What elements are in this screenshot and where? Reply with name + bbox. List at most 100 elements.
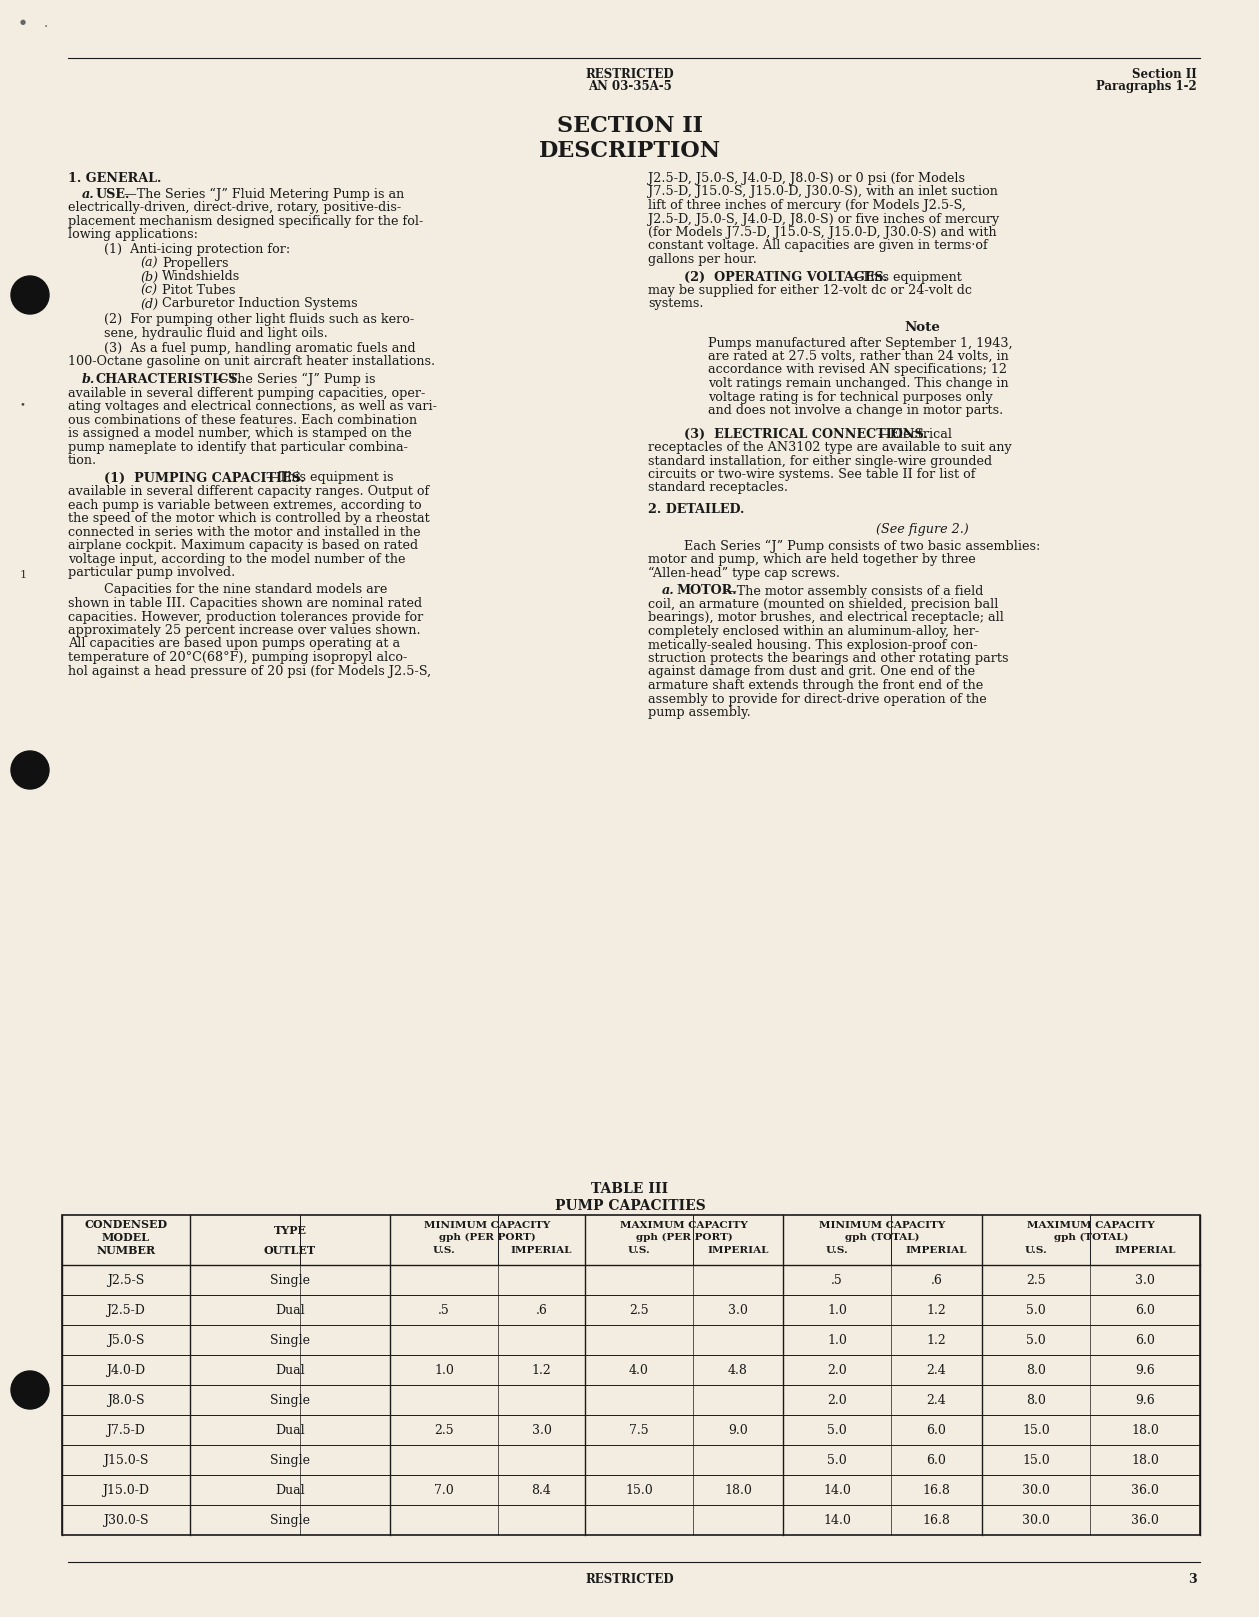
Text: MAXIMUM CAPACITY: MAXIMUM CAPACITY bbox=[621, 1221, 748, 1229]
Text: (3)  ELECTRICAL CONNECTIONS.: (3) ELECTRICAL CONNECTIONS. bbox=[684, 427, 928, 440]
Text: struction protects the bearings and other rotating parts: struction protects the bearings and othe… bbox=[648, 652, 1008, 665]
Text: 1.0: 1.0 bbox=[827, 1303, 847, 1316]
Text: (d): (d) bbox=[140, 298, 159, 310]
Text: J15.0-S: J15.0-S bbox=[103, 1454, 149, 1467]
Text: PUMP CAPACITIES: PUMP CAPACITIES bbox=[555, 1198, 705, 1213]
Text: Dual: Dual bbox=[276, 1483, 305, 1496]
Text: standard receptacles.: standard receptacles. bbox=[648, 482, 788, 495]
Text: 3.0: 3.0 bbox=[531, 1423, 551, 1436]
Text: AN 03-35A-5: AN 03-35A-5 bbox=[588, 79, 672, 94]
Text: TYPE: TYPE bbox=[273, 1224, 306, 1235]
Text: MINIMUM CAPACITY: MINIMUM CAPACITY bbox=[424, 1221, 550, 1229]
Text: IMPERIAL: IMPERIAL bbox=[511, 1245, 573, 1255]
Text: voltage rating is for technical purposes only: voltage rating is for technical purposes… bbox=[708, 390, 993, 404]
Text: electrically-driven, direct-drive, rotary, positive-dis-: electrically-driven, direct-drive, rotar… bbox=[68, 201, 402, 213]
Text: gph (TOTAL): gph (TOTAL) bbox=[845, 1232, 920, 1242]
Text: J2.5-D, J5.0-S, J4.0-D, J8.0-S) or five inches of mercury: J2.5-D, J5.0-S, J4.0-D, J8.0-S) or five … bbox=[648, 212, 1000, 225]
Text: receptacles of the AN3102 type are available to suit any: receptacles of the AN3102 type are avail… bbox=[648, 441, 1012, 454]
Text: 30.0: 30.0 bbox=[1022, 1483, 1050, 1496]
Text: 2.5: 2.5 bbox=[1026, 1274, 1046, 1287]
Text: standard installation, for either single-wire grounded: standard installation, for either single… bbox=[648, 454, 992, 467]
Text: against damage from dust and grit. One end of the: against damage from dust and grit. One e… bbox=[648, 666, 976, 679]
Text: each pump is variable between extremes, according to: each pump is variable between extremes, … bbox=[68, 498, 422, 511]
Text: armature shaft extends through the front end of the: armature shaft extends through the front… bbox=[648, 679, 983, 692]
Text: 1.0: 1.0 bbox=[434, 1363, 454, 1376]
Text: RESTRICTED: RESTRICTED bbox=[585, 1573, 675, 1586]
Text: ous combinations of these features. Each combination: ous combinations of these features. Each… bbox=[68, 414, 417, 427]
Text: 4.0: 4.0 bbox=[630, 1363, 648, 1376]
Text: 9.0: 9.0 bbox=[728, 1423, 748, 1436]
Text: 1.2: 1.2 bbox=[927, 1303, 947, 1316]
Text: 9.6: 9.6 bbox=[1136, 1363, 1155, 1376]
Text: Propellers: Propellers bbox=[162, 257, 228, 270]
Text: airplane cockpit. Maximum capacity is based on rated: airplane cockpit. Maximum capacity is ba… bbox=[68, 538, 418, 551]
Text: Pitot Tubes: Pitot Tubes bbox=[162, 285, 235, 298]
Text: 36.0: 36.0 bbox=[1131, 1514, 1160, 1526]
Text: 6.0: 6.0 bbox=[927, 1423, 947, 1436]
Text: approximately 25 percent increase over values shown.: approximately 25 percent increase over v… bbox=[68, 624, 421, 637]
Text: OUTLET: OUTLET bbox=[264, 1245, 316, 1255]
Text: 5.0: 5.0 bbox=[1026, 1334, 1046, 1347]
Text: —The motor assembly consists of a field: —The motor assembly consists of a field bbox=[724, 584, 983, 598]
Text: Capacities for the nine standard models are: Capacities for the nine standard models … bbox=[104, 584, 388, 597]
Text: (for Models J7.5-D, J15.0-S, J15.0-D, J30.0-S) and with: (for Models J7.5-D, J15.0-S, J15.0-D, J3… bbox=[648, 226, 997, 239]
Text: the speed of the motor which is controlled by a rheostat: the speed of the motor which is controll… bbox=[68, 513, 429, 526]
Text: 16.8: 16.8 bbox=[923, 1514, 951, 1526]
Text: Single: Single bbox=[269, 1274, 310, 1287]
Text: volt ratings remain unchanged. This change in: volt ratings remain unchanged. This chan… bbox=[708, 377, 1008, 390]
Text: 2.0: 2.0 bbox=[827, 1394, 847, 1407]
Text: Single: Single bbox=[269, 1514, 310, 1526]
Text: J7.5-D: J7.5-D bbox=[107, 1423, 146, 1436]
Text: IMPERIAL: IMPERIAL bbox=[708, 1245, 769, 1255]
Text: 14.0: 14.0 bbox=[823, 1483, 851, 1496]
Text: and does not involve a change in motor parts.: and does not involve a change in motor p… bbox=[708, 404, 1003, 417]
Text: 100-Octane gasoline on unit aircraft heater installations.: 100-Octane gasoline on unit aircraft hea… bbox=[68, 356, 436, 369]
Text: IMPERIAL: IMPERIAL bbox=[1114, 1245, 1176, 1255]
Circle shape bbox=[11, 750, 49, 789]
Text: Dual: Dual bbox=[276, 1363, 305, 1376]
Text: MODEL: MODEL bbox=[102, 1232, 150, 1242]
Text: 18.0: 18.0 bbox=[1131, 1423, 1160, 1436]
Text: 6.0: 6.0 bbox=[1136, 1303, 1155, 1316]
Text: 6.0: 6.0 bbox=[927, 1454, 947, 1467]
Text: systems.: systems. bbox=[648, 298, 704, 310]
Text: 9.6: 9.6 bbox=[1136, 1394, 1155, 1407]
Text: CONDENSED: CONDENSED bbox=[84, 1219, 167, 1231]
Text: capacities. However, production tolerances provide for: capacities. However, production toleranc… bbox=[68, 611, 423, 624]
Text: b.: b. bbox=[82, 374, 96, 386]
Text: 2. DETAILED.: 2. DETAILED. bbox=[648, 503, 744, 516]
Text: ♥: ♥ bbox=[20, 289, 26, 298]
Text: J30.0-S: J30.0-S bbox=[103, 1514, 149, 1526]
Text: Carburetor Induction Systems: Carburetor Induction Systems bbox=[162, 298, 358, 310]
Text: Paragraphs 1-2: Paragraphs 1-2 bbox=[1097, 79, 1197, 94]
Text: Note: Note bbox=[904, 322, 940, 335]
Text: MAXIMUM CAPACITY: MAXIMUM CAPACITY bbox=[1027, 1221, 1155, 1229]
Text: MOTOR.: MOTOR. bbox=[676, 584, 737, 598]
Text: (1)  Anti-icing protection for:: (1) Anti-icing protection for: bbox=[104, 244, 291, 257]
Text: —Electrical: —Electrical bbox=[878, 427, 952, 440]
Text: USE.: USE. bbox=[96, 188, 131, 201]
Text: J8.0-S: J8.0-S bbox=[107, 1394, 145, 1407]
Text: Dual: Dual bbox=[276, 1303, 305, 1316]
Text: All capacities are based upon pumps operating at a: All capacities are based upon pumps oper… bbox=[68, 637, 400, 650]
Text: DESCRIPTION: DESCRIPTION bbox=[539, 141, 721, 162]
Text: metically-sealed housing. This explosion-proof con-: metically-sealed housing. This explosion… bbox=[648, 639, 978, 652]
Text: MINIMUM CAPACITY: MINIMUM CAPACITY bbox=[820, 1221, 946, 1229]
Text: shown in table III. Capacities shown are nominal rated: shown in table III. Capacities shown are… bbox=[68, 597, 422, 610]
Text: hol against a head pressure of 20 psi (for Models J2.5-S,: hol against a head pressure of 20 psi (f… bbox=[68, 665, 431, 678]
Text: (3)  As a fuel pump, handling aromatic fuels and: (3) As a fuel pump, handling aromatic fu… bbox=[104, 343, 415, 356]
Text: 36.0: 36.0 bbox=[1131, 1483, 1160, 1496]
Text: 30.0: 30.0 bbox=[1022, 1514, 1050, 1526]
Text: temperature of 20°C(68°F), pumping isopropyl alco-: temperature of 20°C(68°F), pumping isopr… bbox=[68, 652, 407, 665]
Text: constant voltage. All capacities are given in terms·of: constant voltage. All capacities are giv… bbox=[648, 239, 988, 252]
Text: circuits or two-wire systems. See table II for list of: circuits or two-wire systems. See table … bbox=[648, 467, 976, 480]
Text: 2.0: 2.0 bbox=[827, 1363, 847, 1376]
Text: (See figure 2.): (See figure 2.) bbox=[876, 522, 969, 535]
Text: 16.8: 16.8 bbox=[923, 1483, 951, 1496]
Text: 6.0: 6.0 bbox=[1136, 1334, 1155, 1347]
Text: J2.5-D, J5.0-S, J4.0-D, J8.0-S) or 0 psi (for Models: J2.5-D, J5.0-S, J4.0-D, J8.0-S) or 0 psi… bbox=[648, 171, 964, 184]
Text: U.S.: U.S. bbox=[1025, 1245, 1047, 1255]
Text: .5: .5 bbox=[831, 1274, 842, 1287]
Text: completely enclosed within an aluminum-alloy, her-: completely enclosed within an aluminum-a… bbox=[648, 626, 980, 639]
Text: 2.4: 2.4 bbox=[927, 1394, 947, 1407]
